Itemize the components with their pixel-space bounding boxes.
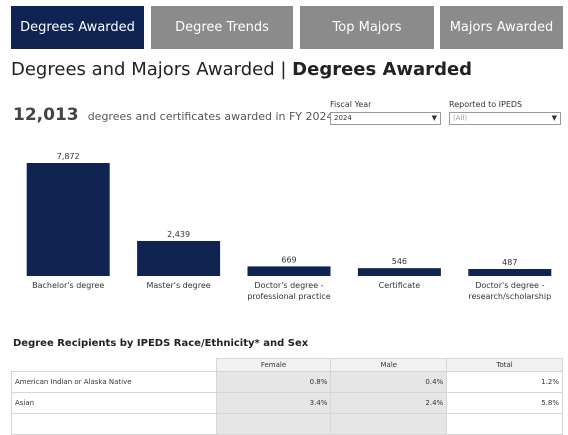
category-label: Doctor's degree - [475,281,544,290]
ipeds-value: (All) [453,114,468,122]
female-value: 3.4% [215,392,332,414]
bar-data-label: 2,439 [167,230,190,239]
bar-data-label: 487 [502,258,517,267]
total-value [446,413,563,435]
bar[interactable] [247,266,331,276]
category-label: Doctor's degree - [254,281,323,290]
fiscal-year-value: 2024 [334,114,352,122]
male-value: 0.4% [330,371,448,393]
category-label: professional practice [247,292,330,301]
row-label [11,413,217,435]
total-degrees-description: degrees and certificates awarded in FY 2… [87,110,334,123]
degrees-bar-chart-svg: 7,872 Bachelor's degree 2,439 Master's degr… [26,152,552,301]
ipeds-label: Reported to IPEDS [449,100,523,109]
category-label: research/scholarship [468,292,551,301]
bar[interactable] [357,268,441,276]
column-header-male: Male [330,358,448,372]
total-degrees-count: 12,013 [13,105,79,125]
fiscal-year-dropdown[interactable]: 2024 ▼ [330,112,441,125]
summary-line: 12,013 degrees and certificates awarded … [13,105,334,125]
table-header-row: Female Male Total [11,358,563,372]
female-value [215,413,332,435]
male-value: 2.4% [330,392,448,414]
bar-data-label: 7,872 [57,152,80,161]
table-row: American Indian or Alaska Native 0.8% 0.… [11,371,563,393]
tab-bar: Degrees Awarded Degree Trends Top Majors… [11,6,563,49]
tab-degree-trends[interactable]: Degree Trends [151,6,293,49]
category-label: Bachelor's degree [32,281,104,290]
tab-degrees-awarded[interactable]: Degrees Awarded [11,6,144,49]
total-value: 5.8% [446,392,563,414]
column-header-total: Total [446,358,563,372]
male-value [330,413,448,435]
female-value: 0.8% [215,371,332,393]
page-title-section: Degrees Awarded [292,59,473,80]
fiscal-year-label: Fiscal Year [330,100,372,109]
race-ethnicity-table: Female Male Total American Indian or Ala… [11,358,563,435]
page-title: Degrees and Majors Awarded | Degrees Awa… [11,59,472,80]
total-value: 1.2% [446,371,563,393]
chevron-down-icon: ▼ [551,114,557,122]
column-header-female: Female [215,358,332,372]
tab-majors-awarded[interactable]: Majors Awarded [440,6,563,49]
table-row [11,413,563,435]
chevron-down-icon: ▼ [431,114,437,122]
degrees-bar-chart: 7,872 Bachelor's degree 2,439 Master's degr… [0,140,568,330]
category-label: Master's degree [146,281,210,290]
tab-top-majors[interactable]: Top Majors [300,6,434,49]
bar-data-label: 546 [392,257,407,266]
table-title: Degree Recipients by IPEDS Race/Ethnicit… [13,338,309,349]
page-title-main: Degrees and Majors Awarded [11,59,275,80]
title-separator: | [280,59,287,80]
row-label: American Indian or Alaska Native [11,371,217,393]
ipeds-dropdown[interactable]: (All) ▼ [449,112,561,125]
bar[interactable] [468,269,552,276]
column-header-label [11,358,217,372]
table-row: Asian 3.4% 2.4% 5.8% [11,392,563,414]
row-label: Asian [11,392,217,414]
bar[interactable] [137,240,221,276]
bar-data-label: 669 [281,255,296,264]
bar[interactable] [26,163,110,276]
category-label: Certificate [379,281,421,290]
